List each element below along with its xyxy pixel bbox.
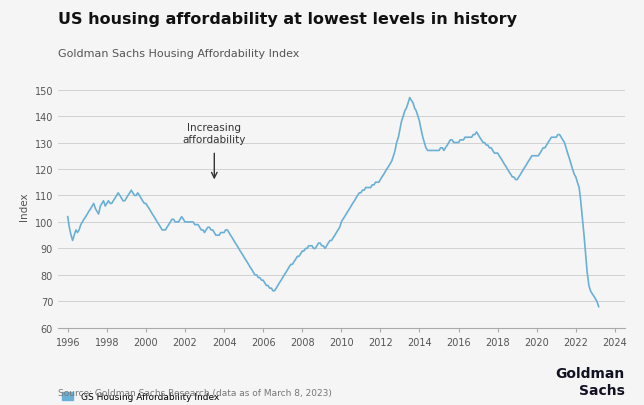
Text: Goldman Sachs Housing Affordability Index: Goldman Sachs Housing Affordability Inde…: [58, 49, 299, 59]
Text: Source: Goldman Sachs Research (data as of March 8, 2023): Source: Goldman Sachs Research (data as …: [58, 388, 332, 397]
Legend: GS Housing Affordability Index: GS Housing Affordability Index: [62, 392, 219, 401]
Text: Increasing
affordability: Increasing affordability: [183, 123, 246, 145]
Y-axis label: Index: Index: [19, 192, 29, 221]
Text: US housing affordability at lowest levels in history: US housing affordability at lowest level…: [58, 12, 517, 27]
Text: Goldman
Sachs: Goldman Sachs: [555, 366, 625, 397]
